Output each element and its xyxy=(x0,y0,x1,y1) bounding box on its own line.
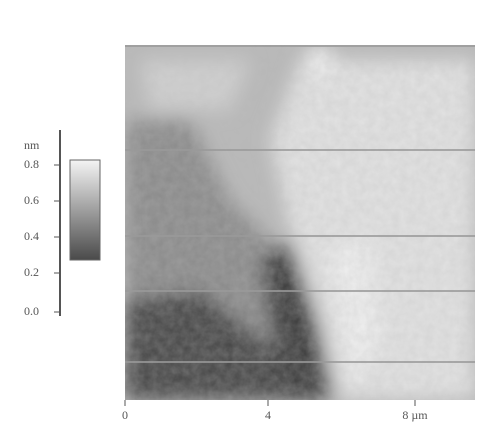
x-tick-label: 0 xyxy=(122,408,128,422)
colorbar-tick-label: 0.6 xyxy=(24,193,39,207)
colorbar-tick-label: 0.4 xyxy=(24,229,39,243)
afm-image xyxy=(125,45,475,400)
figure: nm 0.8 0.6 0.4 0.2 0.0 0 4 8 µm xyxy=(0,0,479,431)
x-tick-label: 4 xyxy=(265,408,271,422)
colorbar-tick-label: 0.2 xyxy=(24,265,39,279)
x-tick-label: 8 µm xyxy=(402,408,428,422)
colorbar-tick-label: 0.8 xyxy=(24,157,39,171)
page: {"colorbar": {"unit": "nm", "ticks": ["0… xyxy=(0,0,479,431)
colorbar xyxy=(70,160,100,260)
colorbar-tick-label: 0.0 xyxy=(24,304,39,318)
colorbar-unit: nm xyxy=(24,138,40,152)
